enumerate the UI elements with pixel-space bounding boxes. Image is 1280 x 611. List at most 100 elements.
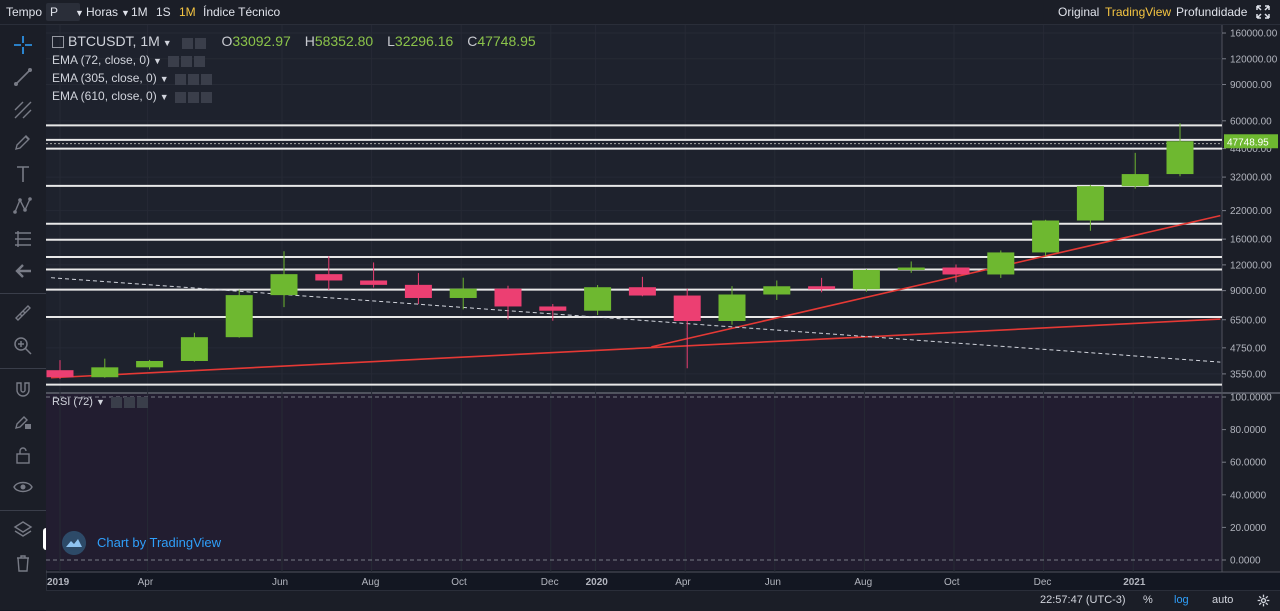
legend-actions[interactable] [110, 394, 150, 410]
x-tick-label: Apr [675, 577, 691, 588]
ema-305-legend[interactable]: EMA (305, close, 0) ▼ [52, 70, 214, 87]
series-menu-icon[interactable] [52, 36, 64, 49]
legend-actions[interactable] [174, 89, 214, 105]
interval-1m-button[interactable]: 1M [131, 5, 148, 19]
brush-icon[interactable] [13, 132, 33, 152]
x-tick-label: 2021 [1123, 577, 1146, 588]
toolbar-divider [0, 510, 46, 511]
crosshair-icon[interactable] [13, 35, 33, 55]
legend-actions[interactable] [174, 71, 214, 87]
fib-icon[interactable] [13, 229, 33, 249]
lock-icon[interactable] [13, 445, 33, 465]
rsi-tick-label: 100.0000 [1230, 393, 1272, 404]
settings-icon[interactable] [174, 74, 186, 86]
chevron-down-icon[interactable]: ▼ [95, 397, 105, 407]
log-scale-toggle[interactable]: log [1174, 594, 1189, 606]
legend-actions[interactable] [181, 34, 208, 50]
x-tick-label: Dec [541, 577, 559, 588]
settings-icon[interactable] [181, 38, 193, 50]
chevron-down-icon[interactable]: ▼ [162, 38, 172, 48]
y-tick-label: 9000.00 [1230, 286, 1267, 297]
y-tick-label: 22000.00 [1230, 206, 1272, 217]
layers-icon[interactable] [13, 520, 33, 540]
candle-body [449, 288, 477, 298]
view-tradingview-tab[interactable]: TradingView [1105, 5, 1172, 19]
eye-icon[interactable] [13, 477, 33, 497]
candle-body [897, 267, 925, 270]
ema-72-label: EMA (72, close, 0) [52, 53, 151, 67]
interval-select[interactable]: Horas ▼ [86, 3, 130, 21]
tempo-label: Tempo [6, 5, 43, 19]
settings-icon[interactable] [1257, 594, 1270, 607]
ema-72-legend[interactable]: EMA (72, close, 0) ▼ [52, 52, 207, 69]
y-tick-label: 90000.00 [1230, 80, 1272, 91]
trash-icon[interactable] [13, 553, 33, 573]
candle-body [808, 286, 836, 290]
candle-body [360, 280, 388, 285]
y-tick-label: 6500.00 [1230, 315, 1267, 326]
candle-body [539, 306, 567, 311]
period-dropdown-icon[interactable]: ▼ [75, 8, 84, 18]
x-tick-label: Oct [451, 577, 467, 588]
chevron-down-icon[interactable]: ▼ [159, 74, 169, 84]
price-chart[interactable]: 2019 Apr Jun Aug Oct Dec 2020 Apr Jun Aug Oct Dec 20… [46, 25, 1280, 590]
tradingview-watermark[interactable]: Chart by TradingView [62, 530, 232, 556]
candle-body [225, 295, 253, 338]
candle-body [91, 367, 119, 378]
settings-icon[interactable] [110, 396, 122, 408]
candle-body [46, 370, 74, 378]
close-icon[interactable] [200, 74, 212, 86]
ema-610-legend[interactable]: EMA (610, close, 0) ▼ [52, 88, 214, 105]
eye-icon[interactable] [187, 92, 199, 104]
pitchfork-icon[interactable] [13, 100, 33, 120]
candle-body [852, 269, 880, 290]
ruler-icon[interactable] [13, 303, 33, 323]
view-original-tab[interactable]: Original [1058, 5, 1100, 19]
fullscreen-icon[interactable] [1256, 5, 1270, 19]
high-value: 58352.80 [314, 33, 374, 49]
back-arrow-icon[interactable] [13, 261, 33, 281]
candle-body [584, 287, 612, 311]
trendline-dashed [51, 277, 1221, 363]
eye-icon[interactable] [187, 74, 199, 86]
toolbar-divider [0, 368, 46, 369]
indicators-button[interactable]: Índice Técnico [203, 5, 281, 19]
interval-1month-button[interactable]: 1M [179, 5, 196, 19]
legend-actions[interactable] [167, 53, 207, 69]
last-price-label: 47748.95 [1227, 137, 1269, 148]
candle-body [673, 295, 701, 322]
pattern-icon[interactable] [13, 196, 33, 216]
interval-1s-button[interactable]: 1S [156, 5, 171, 19]
watermark-text: Chart by TradingView [97, 535, 222, 550]
rsi-label: RSI (72) [52, 396, 93, 408]
interval-value: Horas [86, 5, 119, 19]
close-icon[interactable] [193, 56, 205, 68]
magnet-icon[interactable] [13, 379, 33, 399]
x-tick-label: 2020 [586, 577, 609, 588]
eye-icon[interactable] [194, 38, 206, 50]
period-select[interactable]: P [46, 3, 80, 21]
y-tick-label: 3550.00 [1230, 369, 1267, 380]
text-icon[interactable] [13, 164, 33, 184]
rsi-legend[interactable]: RSI (72) ▼ [52, 394, 150, 410]
toolbar-divider [0, 293, 46, 294]
draw-lock-icon[interactable] [13, 411, 33, 431]
close-icon[interactable] [200, 92, 212, 104]
view-depth-tab[interactable]: Profundidade [1176, 5, 1248, 19]
percent-scale-toggle[interactable]: % [1143, 594, 1153, 606]
eye-icon[interactable] [180, 56, 192, 68]
chevron-down-icon[interactable]: ▼ [153, 56, 162, 66]
y-tick-label: 4750.00 [1230, 343, 1267, 354]
y-tick-label: 16000.00 [1230, 235, 1272, 246]
chevron-down-icon[interactable]: ▼ [159, 92, 169, 102]
rsi-tick-label: 40.0000 [1230, 490, 1267, 501]
settings-icon[interactable] [174, 92, 186, 104]
zoom-icon[interactable] [13, 336, 33, 356]
trendline-icon[interactable] [13, 67, 33, 87]
auto-scale-toggle[interactable]: auto [1212, 594, 1234, 606]
eye-icon[interactable] [123, 396, 135, 408]
settings-icon[interactable] [167, 56, 179, 68]
open-label: O [221, 33, 233, 49]
symbol-title[interactable]: BTCUSDT, 1M [68, 33, 160, 49]
close-icon[interactable] [136, 396, 148, 408]
